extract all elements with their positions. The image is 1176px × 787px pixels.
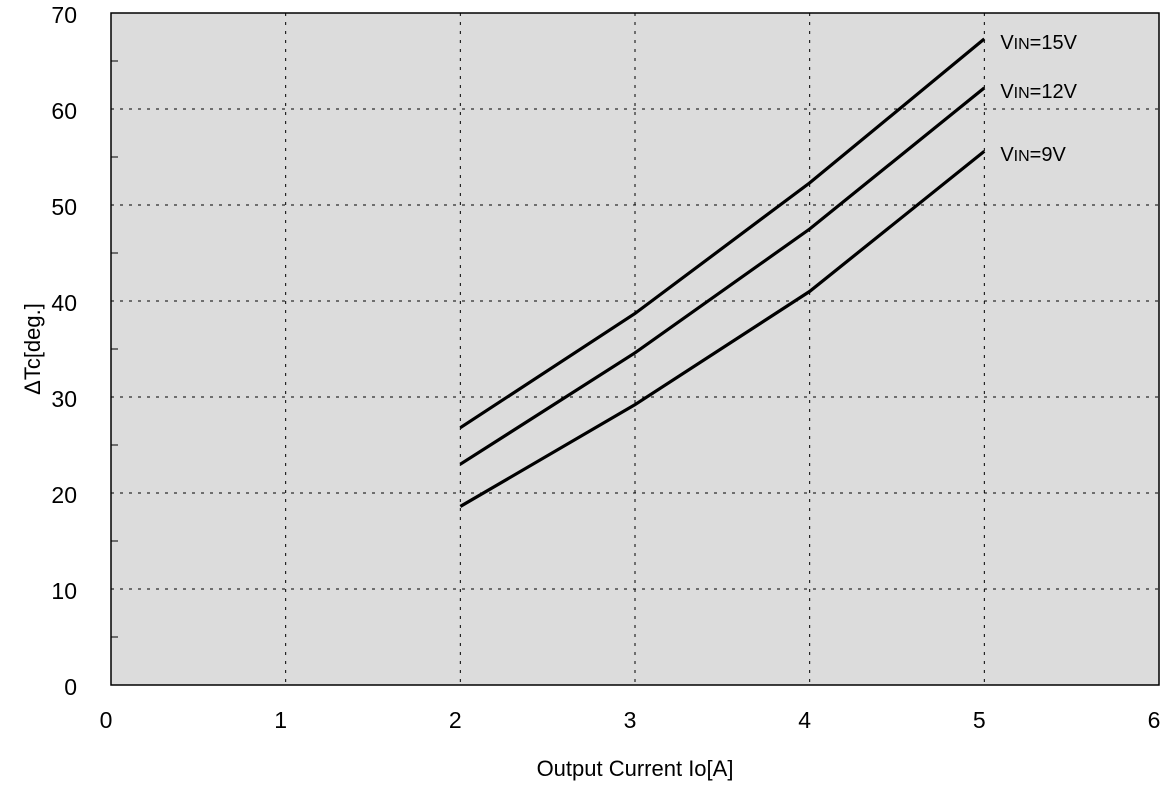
series-line [459, 86, 986, 466]
y-tick-label: 40 [51, 290, 77, 316]
y-tick-label: 10 [51, 578, 77, 604]
series-label: VIN=12V [1000, 81, 1077, 103]
y-tick-label: 60 [51, 98, 77, 124]
x-tick-label: 5 [973, 707, 986, 733]
y-tick-label: 20 [51, 482, 77, 508]
series-label-main: V [1000, 32, 1014, 54]
x-tick-label: 3 [624, 707, 637, 733]
minor-ticks [111, 60, 118, 638]
x-axis-title: Output Current Io[A] [537, 756, 734, 781]
series-label-value: =12V [1030, 81, 1078, 103]
y-tick-label: 70 [51, 2, 77, 28]
x-tick-label: 2 [449, 707, 462, 733]
series-label-main: V [1000, 81, 1014, 103]
y-axis-title: ΔTc[deg.] [20, 303, 45, 395]
series-label-main: V [1000, 144, 1014, 166]
series-label-subscript: IN [1014, 85, 1030, 102]
x-tick-label: 6 [1148, 707, 1161, 733]
series-label-subscript: IN [1014, 148, 1030, 165]
series-label-value: =9V [1030, 144, 1067, 166]
y-tick-labels: 0 10 20 30 40 50 60 70 [51, 2, 77, 700]
series-line [459, 37, 986, 430]
y-tick-label: 0 [64, 674, 77, 700]
series-lines [459, 37, 986, 508]
x-tick-labels: 0 1 2 3 4 5 6 [100, 707, 1161, 733]
series-label-subscript: IN [1014, 36, 1030, 53]
x-tick-label: 0 [100, 707, 113, 733]
y-tick-label: 50 [51, 194, 77, 220]
series-line [459, 149, 986, 508]
x-tick-label: 1 [274, 707, 287, 733]
series-label: VIN=9V [1000, 144, 1066, 166]
series-label: VIN=15V [1000, 32, 1077, 54]
x-tick-label: 4 [798, 707, 811, 733]
plot-frame [110, 12, 1160, 686]
series-label-value: =15V [1030, 32, 1078, 54]
grid [111, 13, 1159, 685]
y-tick-label: 30 [51, 386, 77, 412]
